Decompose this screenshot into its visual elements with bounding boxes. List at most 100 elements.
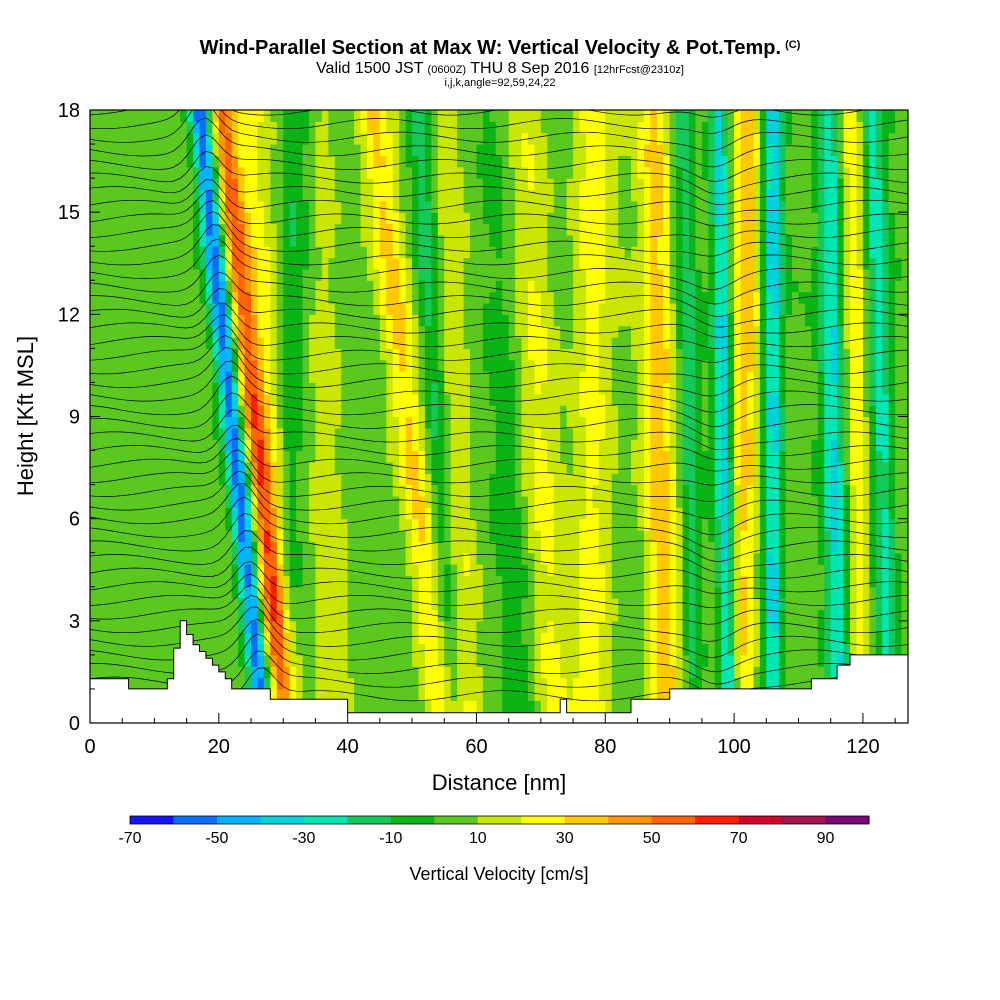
field-cell	[379, 302, 387, 315]
field-cell	[740, 416, 748, 429]
field-cell	[251, 620, 259, 633]
field-cell	[450, 620, 458, 633]
field-cell	[746, 575, 755, 588]
field-cell	[199, 530, 207, 542]
field-cell	[534, 632, 542, 645]
field-cell	[798, 393, 806, 406]
field-cell	[521, 461, 529, 474]
field-cell	[676, 461, 684, 474]
field-cell	[270, 325, 278, 338]
field-cell	[573, 325, 581, 338]
field-cell	[379, 552, 387, 565]
field-cell	[115, 427, 123, 440]
field-cell	[650, 314, 658, 327]
field-cell	[231, 632, 239, 645]
field-cell	[766, 473, 774, 486]
field-cell	[115, 325, 123, 338]
field-cell	[727, 325, 735, 338]
field-cell	[399, 393, 407, 406]
field-cell	[875, 620, 883, 633]
field-cell	[856, 439, 864, 452]
field-cell	[495, 586, 503, 599]
field-cell	[167, 291, 175, 304]
field-cell	[830, 280, 838, 293]
field-cell	[779, 552, 787, 565]
field-cell	[598, 461, 606, 474]
field-cell	[779, 541, 787, 554]
field-cell	[193, 473, 201, 486]
field-cell	[618, 643, 626, 656]
field-cell	[746, 507, 755, 520]
field-cell	[354, 348, 362, 361]
field-cell	[418, 541, 426, 554]
field-cell	[592, 348, 600, 361]
field-cell	[637, 632, 645, 645]
field-cell	[373, 700, 381, 713]
field-cell	[856, 609, 864, 622]
field-cell	[515, 405, 523, 418]
field-cell	[579, 518, 587, 531]
field-cell	[862, 609, 870, 622]
field-cell	[366, 337, 374, 349]
field-cell	[251, 666, 259, 679]
field-cell	[141, 302, 149, 315]
field-cell	[328, 564, 336, 577]
field-cell	[115, 314, 123, 327]
field-cell	[489, 382, 497, 395]
field-cell	[96, 450, 104, 463]
field-cell	[399, 325, 407, 338]
field-cell	[495, 450, 503, 463]
field-cell	[521, 314, 529, 327]
field-cell	[843, 337, 851, 349]
field-cell	[90, 405, 98, 418]
field-cell	[302, 416, 310, 429]
field-cell	[193, 450, 201, 463]
field-cell	[521, 518, 529, 531]
field-cell	[437, 530, 445, 542]
field-cell	[624, 337, 632, 349]
field-cell	[122, 609, 130, 622]
field-cell	[399, 359, 407, 372]
field-cell	[689, 620, 697, 633]
field-cell	[714, 632, 722, 645]
field-cell	[457, 405, 465, 418]
field-cell	[779, 405, 787, 418]
field-cell	[308, 291, 317, 304]
field-cell	[308, 654, 317, 667]
field-cell	[347, 484, 355, 497]
field-cell	[850, 382, 858, 395]
field-cell	[373, 552, 381, 565]
field-cell	[418, 371, 426, 384]
field-cell	[154, 393, 162, 406]
field-cell	[360, 461, 368, 474]
field-cell	[225, 518, 233, 531]
field-cell	[895, 586, 903, 599]
field-cell	[811, 484, 819, 497]
field-cell	[482, 700, 490, 713]
field-cell	[321, 620, 329, 633]
field-cell	[463, 609, 471, 622]
field-cell	[418, 598, 426, 611]
field-cell	[573, 348, 581, 361]
field-cell	[624, 518, 632, 531]
field-cell	[238, 541, 246, 554]
field-cell	[360, 325, 368, 338]
field-cell	[811, 416, 819, 429]
field-cell	[766, 393, 774, 406]
field-cell	[90, 620, 98, 633]
field-cell	[315, 314, 323, 327]
field-cell	[276, 268, 284, 281]
field-cell	[721, 552, 729, 565]
field-cell	[296, 416, 304, 429]
field-cell	[276, 666, 284, 679]
field-cell	[102, 359, 110, 372]
field-cell	[386, 495, 394, 508]
field-cell	[727, 518, 735, 531]
field-cell	[386, 371, 394, 384]
field-cell	[360, 495, 368, 508]
field-cell	[476, 325, 484, 338]
field-cell	[489, 609, 497, 622]
field-cell	[302, 586, 310, 599]
field-cell	[167, 632, 175, 645]
field-cell	[560, 382, 568, 395]
